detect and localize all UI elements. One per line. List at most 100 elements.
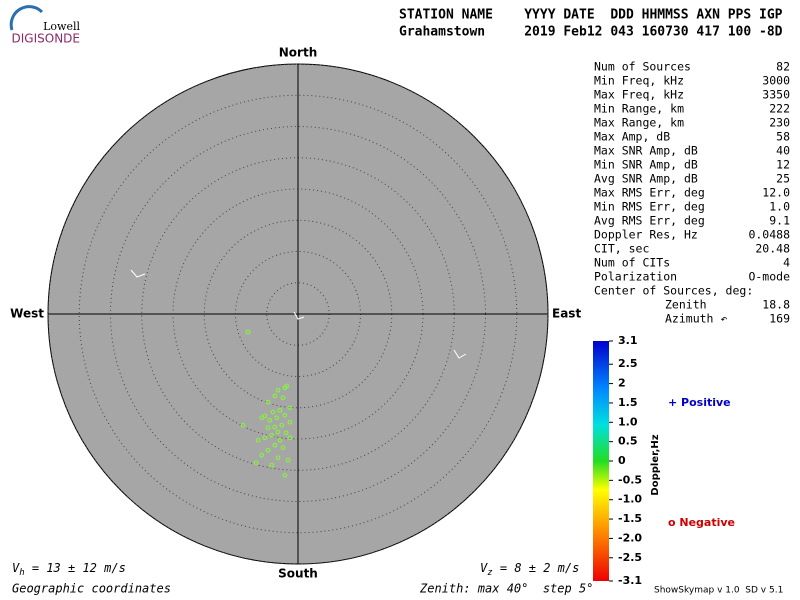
- legend-negative: o Negative: [668, 516, 735, 529]
- source-point: [245, 329, 251, 335]
- source-point: [265, 399, 271, 405]
- stat-label: Min Range, km: [594, 102, 684, 116]
- colorbar-tick-label: 2: [618, 377, 626, 390]
- source-point: [272, 442, 278, 448]
- source-point: [285, 457, 291, 463]
- source-point: [287, 435, 293, 441]
- center-value: 18.8: [762, 298, 790, 312]
- source-point: [280, 445, 286, 451]
- stat-label: Polarization: [594, 270, 677, 284]
- source-point: [269, 462, 275, 468]
- stat-value: 25: [776, 172, 790, 186]
- source-point: [284, 383, 290, 389]
- source-point: [275, 387, 281, 393]
- glyph: [293, 311, 305, 320]
- source-point: [265, 447, 271, 453]
- source-point: [277, 437, 283, 443]
- stat-value: O-mode: [748, 270, 790, 284]
- colorbar-tick-label: 1.5: [618, 396, 638, 409]
- colorbar-tick-label: -1.5: [618, 512, 642, 525]
- source-point: [272, 424, 278, 430]
- stat-value: 230: [769, 116, 790, 130]
- coords: Geographic coordinates: [12, 582, 171, 596]
- source-point: [270, 409, 276, 415]
- stat-label: Doppler Res, Hz: [594, 228, 698, 242]
- stat-value: 4: [783, 256, 790, 270]
- colorbar-tick-label: -2.0: [618, 531, 642, 544]
- center-value: 169: [769, 312, 790, 326]
- source-point: [287, 405, 293, 411]
- source-point: [277, 407, 283, 413]
- vz: Vz = 8 ± 2 m/s: [480, 561, 579, 578]
- stat-label: Num of Sources: [594, 60, 691, 74]
- vh: Vh = 13 ± 12 m/s: [12, 561, 126, 578]
- source-point: [265, 425, 271, 431]
- colorbar-tick-label: -3.1: [618, 574, 642, 587]
- stat-label: Max Freq, kHz: [594, 88, 684, 102]
- source-point: [259, 452, 265, 458]
- colorbar-tick-label: 3.1: [618, 334, 638, 347]
- source-point: [283, 430, 289, 436]
- stat-value: 82: [776, 60, 790, 74]
- stat-value: 3350: [762, 88, 790, 102]
- stat-label: Min RMS Err, deg: [594, 200, 705, 214]
- logo-arc: [9, 5, 44, 31]
- colorbar-tick-label: -1.0: [618, 493, 642, 506]
- colorbar-tick-label: 0.5: [618, 435, 638, 448]
- source-point: [267, 417, 273, 423]
- source-point: [253, 460, 259, 466]
- stat-value: 20.48: [755, 242, 790, 256]
- zenith-note: Zenith: max 40° step 5°: [419, 582, 593, 596]
- header-line: STATION NAME YYYY DATE DDD HHMMSS AXN PP…: [399, 8, 783, 23]
- stat-label: Min SNR Amp, dB: [594, 158, 698, 172]
- stat-label: Min Freq, kHz: [594, 74, 684, 88]
- source-point: [275, 429, 281, 435]
- colorbar: [593, 341, 609, 581]
- direction-label: East: [552, 307, 581, 321]
- stat-label: Avg SNR Amp, dB: [594, 172, 698, 186]
- stat-value: 0.0488: [748, 228, 790, 242]
- source-point: [282, 472, 288, 478]
- stat-value: 12: [776, 158, 790, 172]
- stat-label: Max Amp, dB: [594, 130, 670, 144]
- legend-positive: + Positive: [668, 396, 731, 409]
- direction-label: North: [279, 46, 317, 60]
- colorbar-tick-label: -2.5: [618, 551, 642, 564]
- colorbar-tick-label: -0.5: [618, 473, 642, 486]
- glyph: [453, 349, 467, 359]
- direction-label: South: [278, 567, 318, 581]
- colorbar-tick-label: 1.0: [618, 415, 638, 428]
- version: ShowSkymap v 1.0 SD v 5.1: [654, 586, 783, 596]
- source-point: [279, 422, 285, 428]
- colorbar-tick-label: 2.5: [618, 357, 638, 370]
- glyph: [130, 269, 146, 278]
- source-point: [259, 415, 265, 421]
- source-point: [269, 432, 275, 438]
- stat-value: 9.1: [769, 214, 790, 228]
- center-label: Zenith: [665, 298, 707, 312]
- stat-value: 3000: [762, 74, 790, 88]
- source-point: [262, 435, 268, 441]
- center-label: Azimuth ↶: [665, 312, 727, 326]
- source-point: [255, 437, 261, 443]
- source-point: [272, 393, 278, 399]
- stat-value: 12.0: [762, 186, 790, 200]
- stat-value: 58: [776, 130, 790, 144]
- source-point: [280, 395, 286, 401]
- stat-label: CIT, sec: [594, 242, 649, 256]
- stat-label: Num of CITs: [594, 256, 670, 270]
- source-point: [282, 412, 288, 418]
- center-title: Center of Sources, deg:: [594, 284, 753, 298]
- stat-label: Avg RMS Err, deg: [594, 214, 705, 228]
- stat-label: Max SNR Amp, dB: [594, 144, 698, 158]
- colorbar-label: Doppler,Hz: [650, 434, 661, 495]
- logo-bottom: DIGISONDE: [12, 32, 80, 46]
- stat-label: Max Range, km: [594, 116, 684, 130]
- direction-label: West: [10, 307, 44, 321]
- stat-value: 40: [776, 144, 790, 158]
- stat-label: Max RMS Err, deg: [594, 186, 705, 200]
- stat-value: 1.0: [769, 200, 790, 214]
- source-point: [274, 415, 280, 421]
- logo-top: Lowell: [43, 20, 80, 33]
